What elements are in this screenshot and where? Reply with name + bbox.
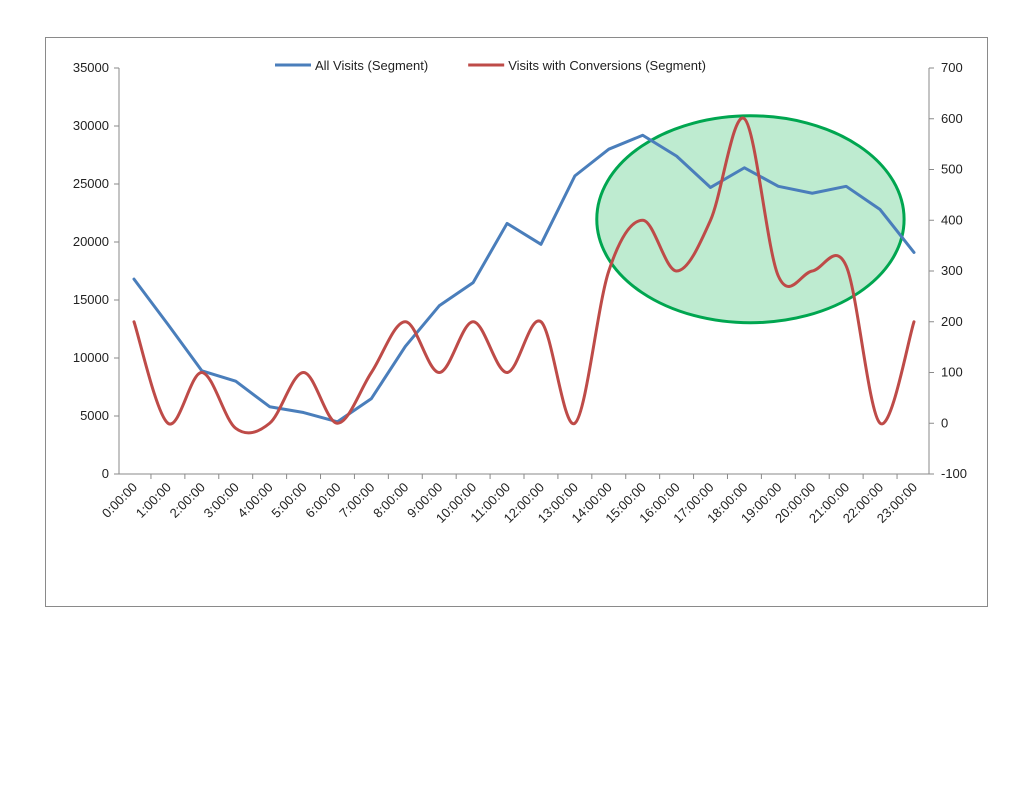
y-left-tick-label: 20000 bbox=[73, 234, 109, 249]
x-tick-label: 2:00:00 bbox=[167, 480, 208, 521]
x-tick-label: 0:00:00 bbox=[99, 480, 140, 521]
y-left-tick-label: 5000 bbox=[80, 408, 109, 423]
legend: All Visits (Segment) Visits with Conversi… bbox=[275, 58, 706, 73]
chart-frame: 0 5000 10000 15000 20000 25000 30000 35000 -100 0… bbox=[45, 37, 988, 607]
y-right-tick-label: 100 bbox=[941, 365, 963, 380]
y-left-tick-label: 0 bbox=[102, 466, 109, 481]
x-tick-label: 6:00:00 bbox=[302, 480, 343, 521]
legend-label-2: Visits with Conversions (Segment) bbox=[508, 58, 706, 73]
y-left-tick-label: 25000 bbox=[73, 176, 109, 191]
series-line-2 bbox=[132, 116, 916, 435]
x-tick-label: 5:00:00 bbox=[268, 480, 309, 521]
series-layer bbox=[132, 116, 916, 435]
y-left-tick-label: 30000 bbox=[73, 118, 109, 133]
series-line-1 bbox=[132, 133, 916, 424]
y-left-tick-label: 35000 bbox=[73, 60, 109, 75]
y-right-tick-label: 700 bbox=[941, 60, 963, 75]
y-right-tick-label: -100 bbox=[941, 466, 967, 481]
x-tick-label: 7:00:00 bbox=[336, 480, 377, 521]
x-tick-label: 1:00:00 bbox=[133, 480, 174, 521]
x-tick-label: 4:00:00 bbox=[234, 480, 275, 521]
y-right-tick-label: 0 bbox=[941, 415, 948, 430]
y-right-tick-label: 200 bbox=[941, 314, 963, 329]
x-tick-label: 3:00:00 bbox=[201, 480, 242, 521]
y-right-tick-label: 400 bbox=[941, 212, 963, 227]
y-right-tick-label: 500 bbox=[941, 162, 963, 177]
y-left-tick-label: 15000 bbox=[73, 292, 109, 307]
x-tick-label: 8:00:00 bbox=[370, 480, 411, 521]
legend-label-1: All Visits (Segment) bbox=[315, 58, 428, 73]
chart-svg: 05000100001500020000250003000035000-1000… bbox=[73, 58, 967, 526]
y-left-tick-label: 10000 bbox=[73, 350, 109, 365]
y-right-tick-label: 300 bbox=[941, 263, 963, 278]
y-right-tick-label: 600 bbox=[941, 111, 963, 126]
